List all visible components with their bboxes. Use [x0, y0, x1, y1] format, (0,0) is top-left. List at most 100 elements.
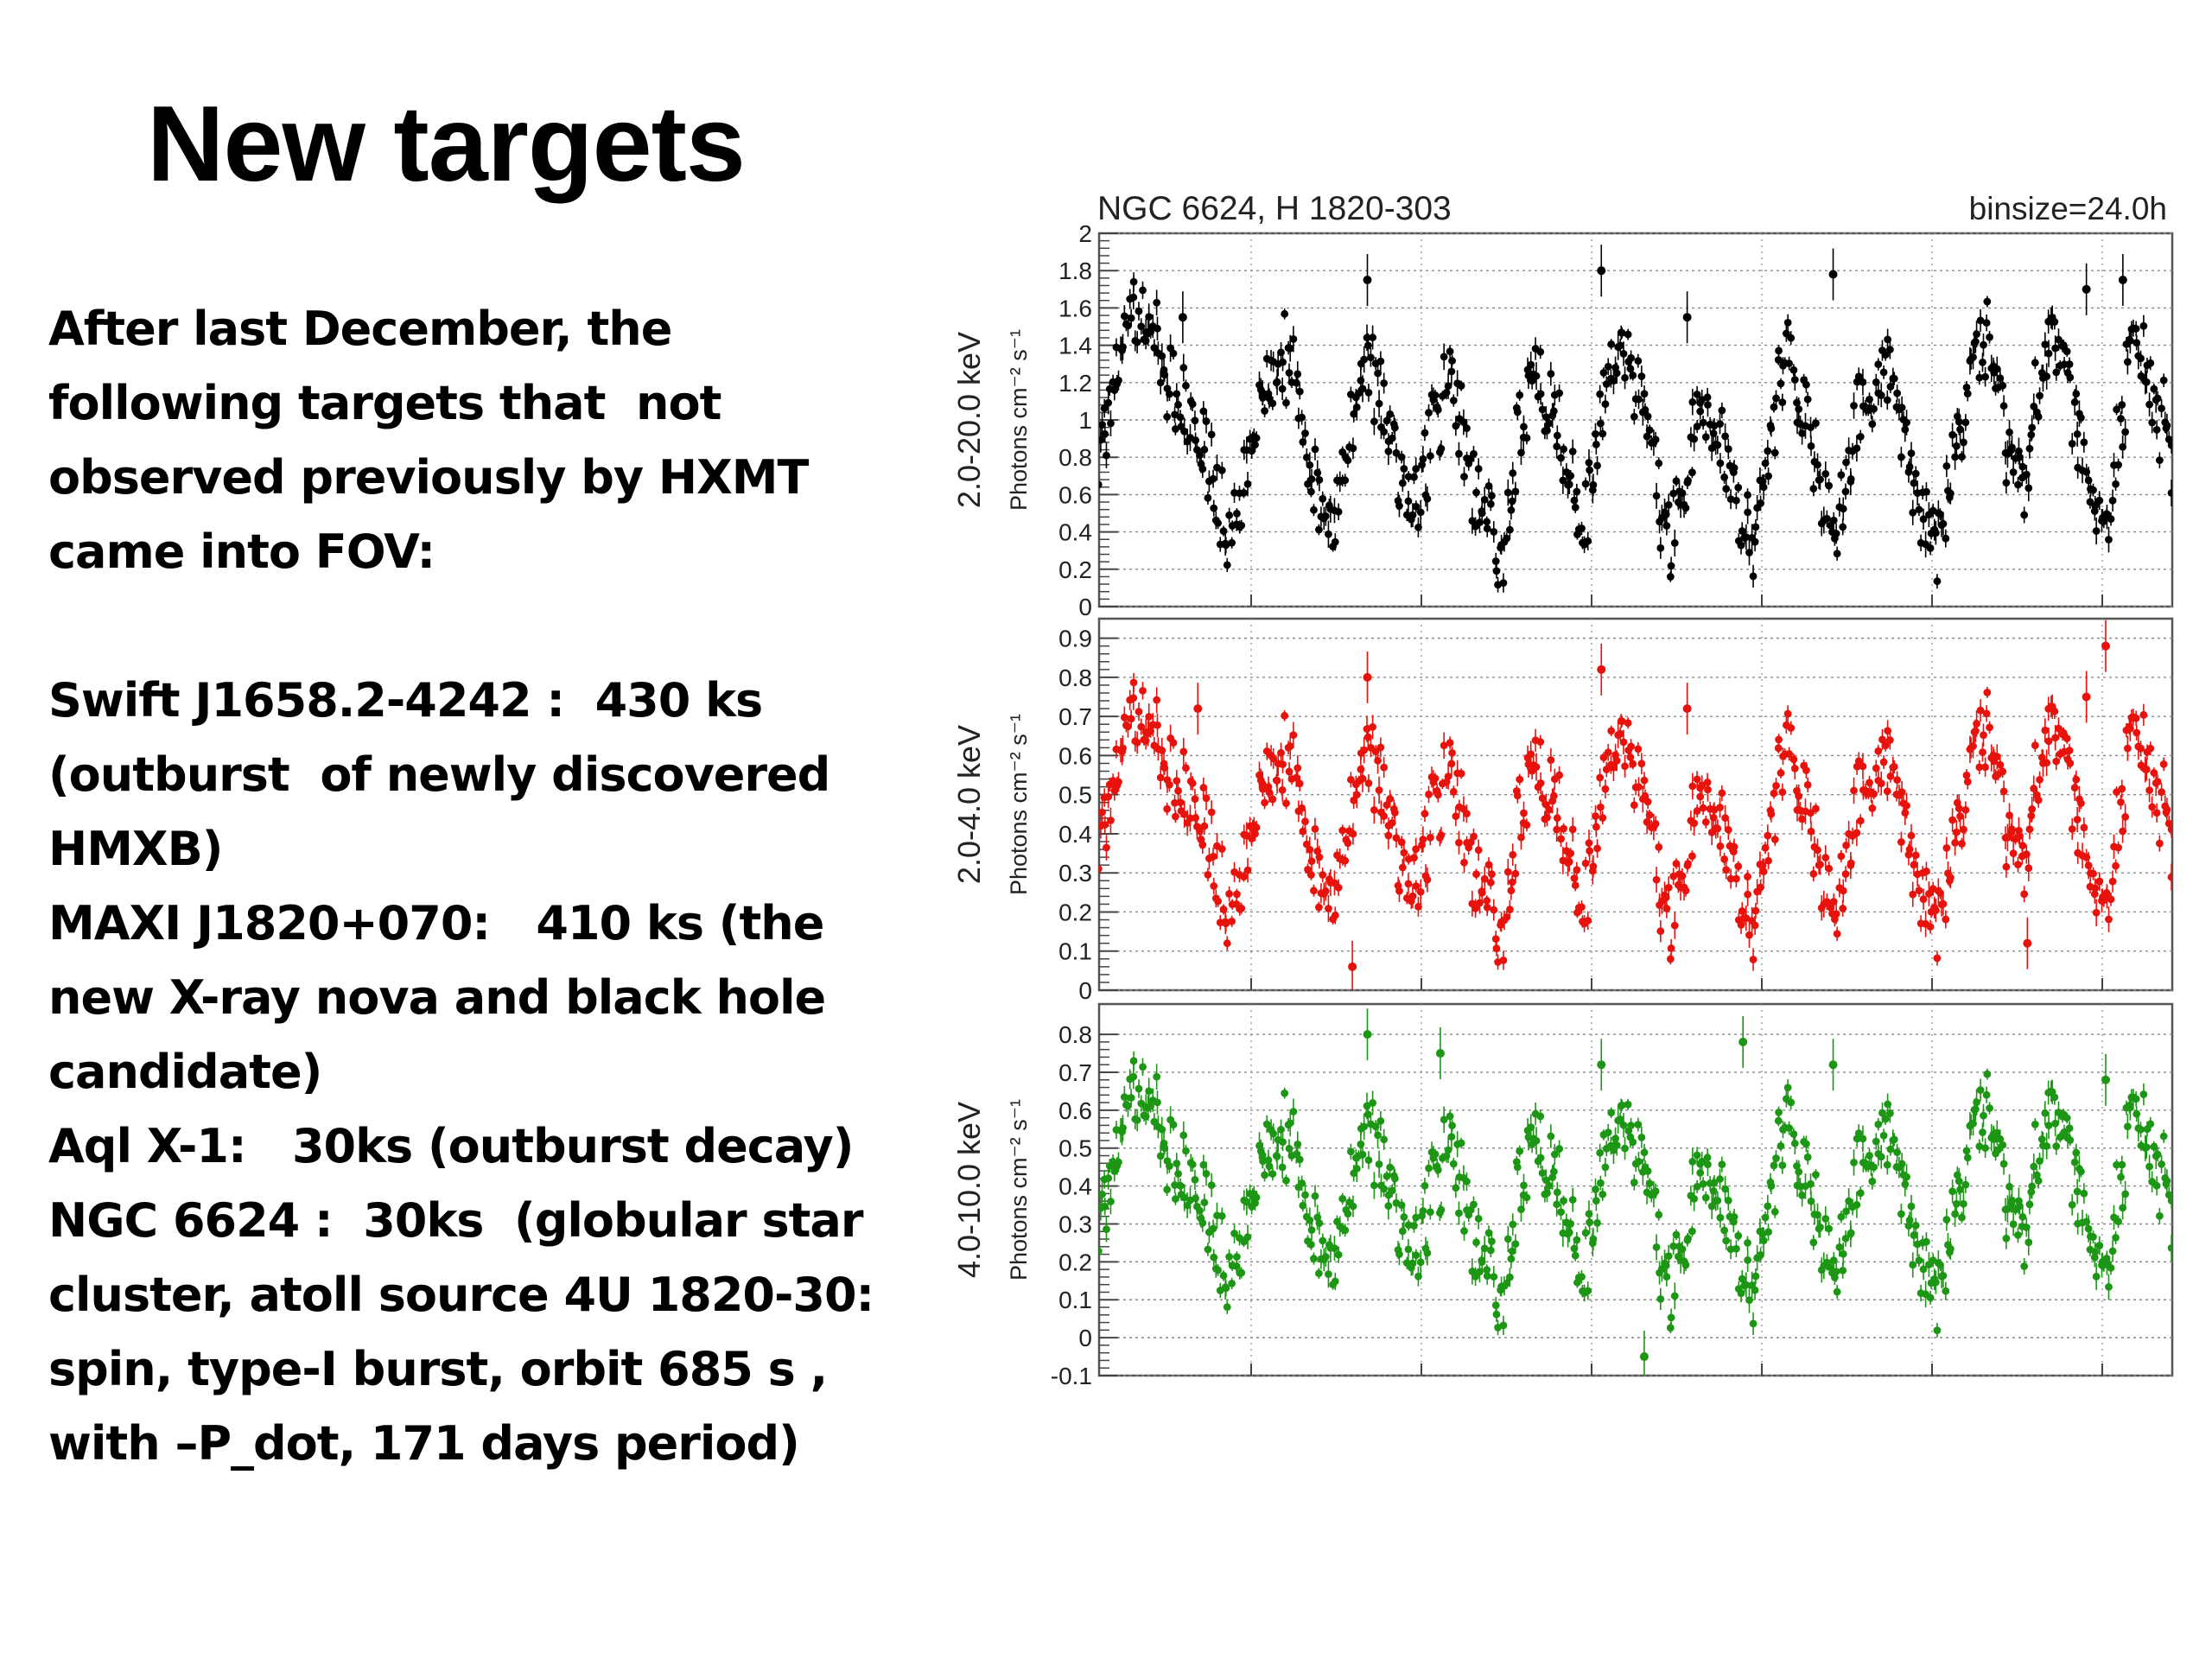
body-text-line: (outburst of newly discovered — [48, 747, 830, 802]
data-point — [1374, 369, 1382, 378]
data-point — [2063, 347, 2071, 356]
data-point — [1730, 842, 1738, 851]
data-point — [1893, 776, 1902, 785]
y-axis-band-label: 2.0-20.0 keV — [951, 332, 987, 508]
data-point — [1545, 1181, 1554, 1190]
data-point — [1306, 845, 1314, 854]
data-point — [1369, 723, 1377, 731]
data-point — [2084, 476, 2093, 485]
data-point — [1821, 470, 1830, 478]
data-point — [1952, 828, 1961, 836]
data-point — [1655, 843, 1663, 851]
data-point — [1508, 497, 1516, 505]
data-point — [1507, 887, 1516, 895]
data-point — [1557, 1208, 1565, 1217]
data-point — [1536, 1112, 1545, 1121]
data-point — [1463, 810, 1471, 818]
data-point — [1841, 1235, 1850, 1243]
data-point — [1209, 1224, 1217, 1233]
data-point — [2164, 819, 2172, 828]
data-point — [1664, 1252, 1673, 1261]
data-point — [1418, 461, 1426, 469]
data-point — [1874, 747, 1883, 755]
data-point — [1169, 1121, 1178, 1128]
data-point — [2095, 1242, 2104, 1249]
data-point — [1555, 1145, 1564, 1153]
data-point — [1599, 1190, 1607, 1198]
data-point — [1744, 890, 1752, 899]
data-point — [1681, 504, 1690, 512]
data-point — [1809, 869, 1818, 878]
data-point — [2043, 1141, 2051, 1150]
data-point — [1171, 1181, 1179, 1189]
data-point — [2092, 1272, 2101, 1281]
data-point — [1281, 711, 1289, 720]
data-point — [1607, 1109, 1616, 1117]
data-point — [1565, 1228, 1573, 1236]
data-point — [1926, 543, 1935, 552]
data-point — [1596, 773, 1605, 782]
data-point — [1662, 522, 1671, 530]
data-point — [1573, 487, 1581, 496]
data-point — [1388, 1186, 1396, 1195]
data-point — [1192, 436, 1199, 445]
data-point — [1198, 1218, 1207, 1227]
data-point — [2158, 1160, 2165, 1168]
data-point — [2052, 757, 2061, 766]
data-point — [1726, 874, 1735, 883]
data-point — [1764, 831, 1772, 840]
data-point — [1783, 1084, 1792, 1092]
data-point — [1282, 398, 1290, 407]
data-point — [1783, 709, 1792, 718]
y-tick-label: 1.6 — [1058, 295, 1092, 321]
data-point — [1601, 785, 1610, 793]
data-point — [1520, 809, 1528, 817]
data-point — [1298, 413, 1306, 422]
data-point — [1163, 804, 1172, 813]
data-point — [1688, 782, 1697, 791]
data-point — [2043, 372, 2051, 380]
data-point — [1923, 867, 1930, 875]
data-point — [1198, 841, 1207, 849]
data-point — [1192, 814, 1199, 822]
data-point — [2089, 486, 2097, 494]
data-point — [1839, 1249, 1847, 1258]
data-point — [1785, 359, 1793, 368]
data-point — [1349, 444, 1357, 453]
data-point — [1248, 447, 1256, 455]
data-point-outlier — [2118, 276, 2127, 284]
data-point — [1127, 1094, 1135, 1102]
data-point — [1745, 549, 1753, 556]
data-point — [1491, 935, 1500, 944]
data-point — [2031, 359, 2039, 367]
data-point — [1490, 1273, 1498, 1281]
data-point — [1273, 378, 1281, 386]
data-point — [1294, 1140, 1302, 1148]
data-point — [1897, 1210, 1905, 1218]
data-point — [2108, 1247, 2117, 1255]
data-point — [2015, 447, 2023, 455]
data-point — [1963, 390, 1972, 398]
body-text-line: cluster, atoll source 4U 1820-30: — [48, 1268, 874, 1322]
data-point — [1952, 1199, 1961, 1208]
data-point — [1127, 314, 1135, 322]
data-point — [1803, 395, 1812, 404]
data-point — [1444, 382, 1452, 391]
data-point — [1730, 1212, 1738, 1221]
data-point — [1455, 449, 1463, 458]
data-point — [1176, 413, 1185, 422]
data-point — [2008, 825, 2016, 834]
data-point — [1163, 1185, 1172, 1194]
data-point — [1447, 1133, 1456, 1141]
data-point — [1412, 882, 1421, 890]
data-point — [1789, 755, 1798, 764]
data-point — [1764, 1228, 1772, 1236]
data-point — [1261, 407, 1268, 415]
data-point — [1511, 869, 1520, 878]
y-axis-unit-label: Photons cm⁻² s⁻¹ — [1006, 1099, 1032, 1281]
data-point — [2014, 1231, 2022, 1239]
data-point — [1716, 1175, 1724, 1183]
data-point — [1547, 1132, 1555, 1141]
data-point — [1474, 465, 1483, 473]
data-point — [1392, 834, 1401, 842]
